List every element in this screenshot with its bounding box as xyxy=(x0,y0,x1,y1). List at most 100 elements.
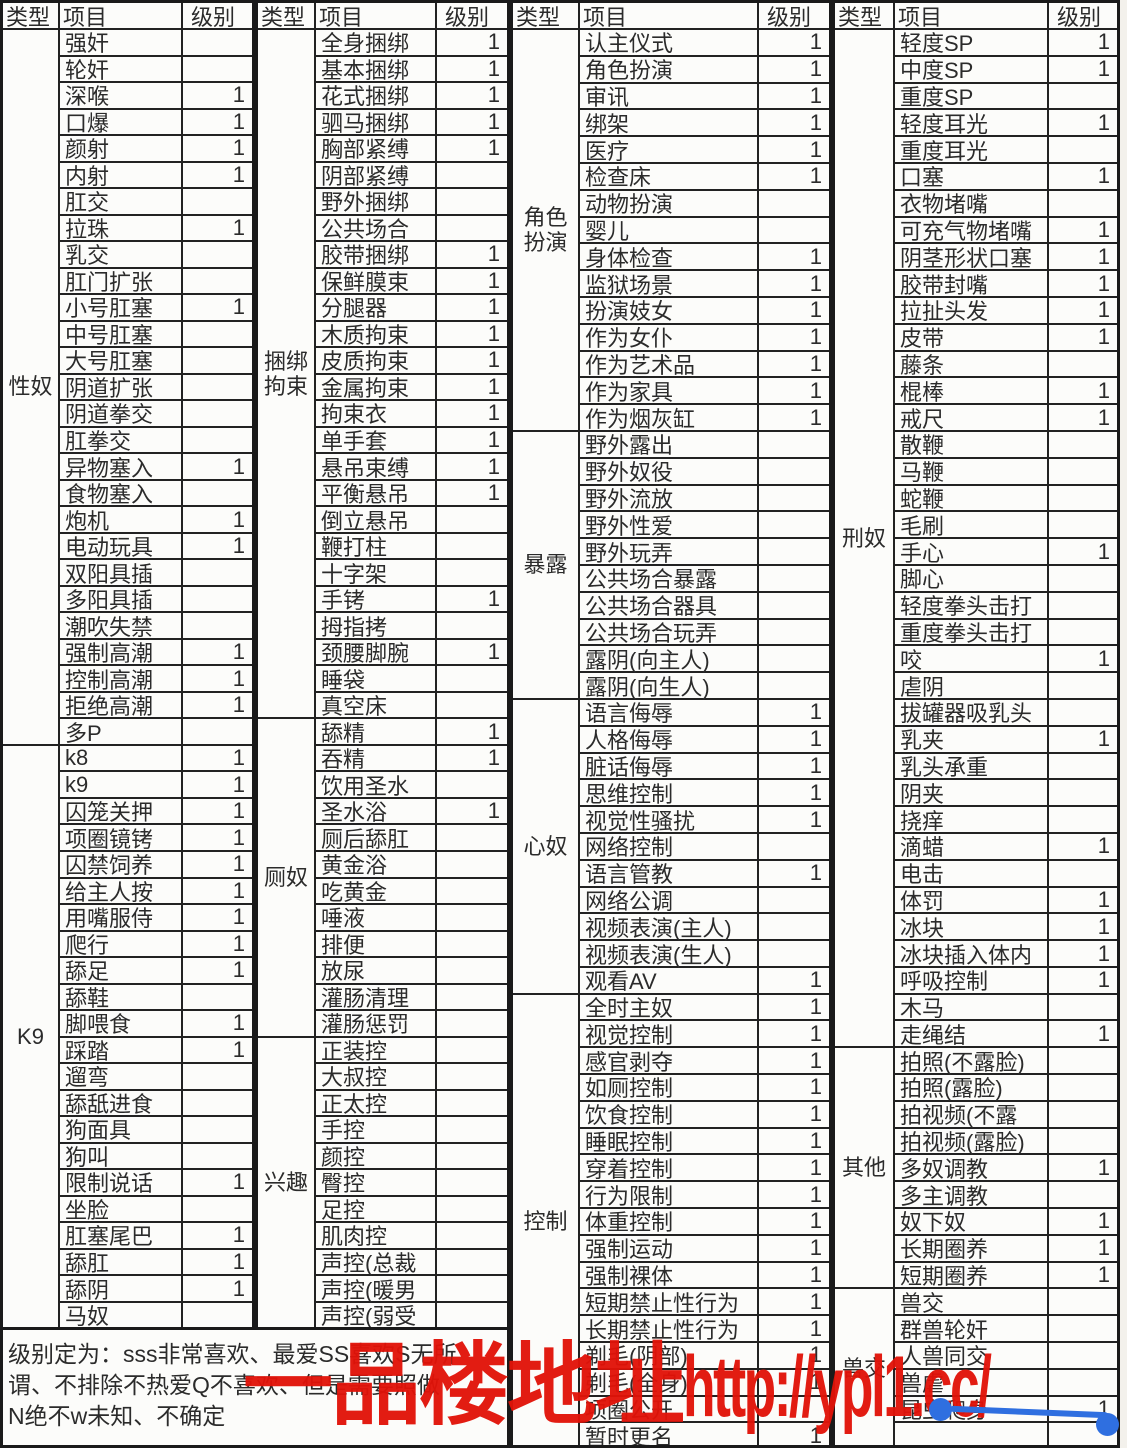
level-cell: 1 xyxy=(437,480,507,508)
level-cell: 1 xyxy=(1049,833,1117,861)
item-cell: 拍照(不露脸) xyxy=(895,1048,1049,1076)
item-cell: 正太控 xyxy=(316,1090,437,1118)
level-cell xyxy=(183,1064,252,1091)
level-cell: 1 xyxy=(1049,378,1117,406)
item-cell: 用嘴服侍 xyxy=(60,905,183,932)
selection-handle-right[interactable] xyxy=(1096,1413,1119,1436)
level-cell: 1 xyxy=(183,798,252,826)
column-header-item: 项目 xyxy=(895,3,1049,30)
level-cell: 1 xyxy=(1049,887,1117,915)
level-cell: 1 xyxy=(759,1048,829,1076)
level-cell xyxy=(437,1064,507,1091)
item-cell: 如厕控制 xyxy=(580,1075,759,1102)
level-cell: 1 xyxy=(437,82,507,110)
item-cell: 行为限制 xyxy=(580,1182,759,1210)
item-cell: 拍视频(不露 xyxy=(895,1101,1049,1129)
item-cell: 金属拘束 xyxy=(316,374,437,402)
item-cell: 体重控制 xyxy=(580,1209,759,1236)
level-cell xyxy=(1049,995,1117,1022)
item-cell: 舔鞋 xyxy=(60,984,183,1012)
item-cell: 蛇鞭 xyxy=(895,485,1049,513)
level-cell xyxy=(183,401,252,428)
item-cell: 婴儿 xyxy=(580,217,759,245)
item-cell: 拍视频(露脸) xyxy=(895,1128,1049,1156)
level-cell xyxy=(183,1117,252,1144)
section-label: K9 xyxy=(3,745,60,1327)
item-cell: k9 xyxy=(60,772,183,799)
item-cell: 异物塞入 xyxy=(60,454,183,481)
level-cell xyxy=(437,932,507,959)
level-cell: 1 xyxy=(1049,941,1117,968)
item-cell: 灌肠惩罚 xyxy=(316,1011,437,1038)
level-cell: 1 xyxy=(1049,914,1117,942)
item-cell: 肌肉控 xyxy=(316,1223,437,1250)
level-cell: 1 xyxy=(1049,539,1117,566)
column-header-level: 级别 xyxy=(437,3,507,30)
level-cell: 1 xyxy=(759,29,829,57)
level-cell xyxy=(437,216,507,243)
item-cell: 平衡悬吊 xyxy=(316,480,437,508)
level-cell xyxy=(437,772,507,799)
selection-handle-left[interactable] xyxy=(929,1398,952,1421)
item-cell: 睡眠控制 xyxy=(580,1128,759,1156)
item-cell: 感官剥夺 xyxy=(580,1048,759,1076)
item-cell: 野外捆绑 xyxy=(316,189,437,216)
level-cell: 1 xyxy=(183,1276,252,1303)
item-cell: 戒尺 xyxy=(895,405,1049,432)
level-cell: 1 xyxy=(437,294,507,322)
item-cell: 多主调教 xyxy=(895,1182,1049,1210)
item-cell: 驷马捆绑 xyxy=(316,109,437,137)
level-cell xyxy=(1049,137,1117,164)
level-cell: 1 xyxy=(437,109,507,137)
level-cell: 1 xyxy=(183,772,252,799)
item-cell: 手控 xyxy=(316,1117,437,1144)
item-cell: 拘束衣 xyxy=(316,401,437,428)
level-cell: 1 xyxy=(759,1101,829,1129)
item-cell: 多P xyxy=(60,719,183,746)
item-cell: 多奴调教 xyxy=(895,1155,1049,1183)
level-cell: 1 xyxy=(183,82,252,110)
level-cell: 1 xyxy=(183,454,252,481)
item-cell: 扮演妓女 xyxy=(580,297,759,325)
item-cell: 胸部紧缚 xyxy=(316,136,437,163)
item-cell: 露阴(向生人) xyxy=(580,673,759,700)
item-cell: 保鲜膜束 xyxy=(316,268,437,296)
item-cell: 体罚 xyxy=(895,887,1049,915)
level-cell: 1 xyxy=(183,1010,252,1038)
legend-line: N绝不w未知、不确定 xyxy=(8,1403,226,1429)
item-cell: 剃毛(阴部) xyxy=(580,1343,759,1370)
level-cell xyxy=(437,666,507,693)
item-cell: 十字架 xyxy=(316,560,437,587)
item-cell: 脚喂食 xyxy=(60,1011,183,1038)
section-label: 控制 xyxy=(513,994,580,1445)
level-cell xyxy=(437,1197,507,1224)
level-cell xyxy=(437,560,507,587)
level-cell: 1 xyxy=(183,1169,252,1197)
level-cell: 1 xyxy=(759,1316,829,1344)
category-table: 类型 项目 级别 刑奴 轻度SP 1 中度SP 1 重度SP 轻度耳光 1 重度耳光 口塞 1 衣物堵嘴 可充… xyxy=(832,0,1120,1448)
level-cell xyxy=(759,486,829,513)
item-cell: 声控(暖男 xyxy=(316,1276,437,1303)
item-cell: 颜射 xyxy=(60,136,183,163)
item-cell: 限制说话 xyxy=(60,1170,183,1197)
item-cell: 正装控 xyxy=(316,1037,437,1065)
section-label: 性奴 xyxy=(3,30,60,746)
level-cell xyxy=(437,1011,507,1038)
level-cell: 1 xyxy=(759,1021,829,1049)
level-cell: 1 xyxy=(183,162,252,190)
level-cell xyxy=(437,613,507,640)
item-cell: 马奴 xyxy=(60,1302,183,1327)
item-cell: 肛拳交 xyxy=(60,427,183,455)
item-cell: 轮奸 xyxy=(60,56,183,84)
column-header-level: 级别 xyxy=(183,3,252,30)
item-cell: 吃黄金 xyxy=(316,878,437,906)
item-cell: 拔罐器吸乳头 xyxy=(895,699,1049,727)
level-cell: 1 xyxy=(437,427,507,455)
item-cell: 公共场合 xyxy=(316,215,437,243)
item-cell: 内射 xyxy=(60,162,183,190)
level-cell: 1 xyxy=(759,753,829,781)
level-cell: 1 xyxy=(183,851,252,879)
category-table: 类型 项目 级别 性奴 强奸 轮奸 深喉 1 口爆 1 颜射 1 内射 1 肛交 拉珠 1 乳交 肛门扩张 小号肛塞 1… xyxy=(0,0,255,1330)
level-cell: 1 xyxy=(183,878,252,906)
